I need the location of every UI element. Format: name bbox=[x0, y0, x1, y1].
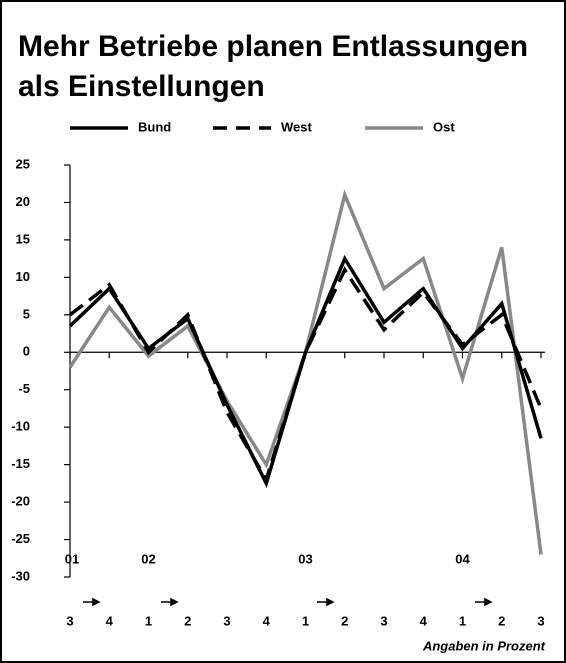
x-tick-label: 2 bbox=[184, 613, 191, 628]
y-tick-label: -15 bbox=[11, 456, 30, 471]
year-label: 01 bbox=[65, 551, 79, 566]
year-label: 03 bbox=[298, 551, 312, 566]
y-tick-label: 0 bbox=[23, 344, 30, 359]
y-tick-label: -30 bbox=[11, 568, 30, 583]
y-tick-label: -10 bbox=[11, 419, 30, 434]
legend-label: Ost bbox=[433, 119, 455, 134]
x-tick-label: 3 bbox=[380, 613, 387, 628]
legend-label: Bund bbox=[138, 119, 171, 134]
chart-title: als Einstellungen bbox=[18, 70, 265, 103]
x-tick-label: 1 bbox=[145, 613, 152, 628]
y-tick-label: 15 bbox=[16, 231, 30, 246]
legend-label: West bbox=[281, 119, 312, 134]
x-tick-label: 3 bbox=[223, 613, 230, 628]
series-line bbox=[68, 189, 543, 555]
year-label: 02 bbox=[141, 551, 155, 566]
x-tick-label: 4 bbox=[106, 613, 114, 628]
note: Angaben in Prozent bbox=[422, 638, 546, 653]
y-tick-label: -25 bbox=[11, 531, 30, 546]
x-tick-label: 4 bbox=[263, 613, 271, 628]
x-tick-label: 2 bbox=[498, 613, 505, 628]
arrows bbox=[83, 597, 493, 607]
x-tick-label: 3 bbox=[66, 613, 73, 628]
series-line bbox=[68, 254, 543, 489]
y-tick-label: 20 bbox=[16, 194, 30, 209]
y-tick-label: -5 bbox=[18, 381, 30, 396]
x-tick-label: 1 bbox=[459, 613, 466, 628]
x-tick-label: 2 bbox=[341, 613, 348, 628]
x-tick-label: 4 bbox=[420, 613, 428, 628]
y-tick-label: 25 bbox=[16, 156, 30, 171]
y-tick-label: 10 bbox=[16, 269, 30, 284]
y-tick-label: -20 bbox=[11, 494, 30, 509]
x-tick-label: 3 bbox=[537, 613, 544, 628]
year-label: 04 bbox=[455, 551, 470, 566]
y-tick-label: 5 bbox=[23, 306, 30, 321]
x-tick-label: 1 bbox=[302, 613, 309, 628]
chart-title: Mehr Betriebe planen Entlassungen bbox=[18, 30, 528, 63]
series-line bbox=[68, 266, 543, 484]
